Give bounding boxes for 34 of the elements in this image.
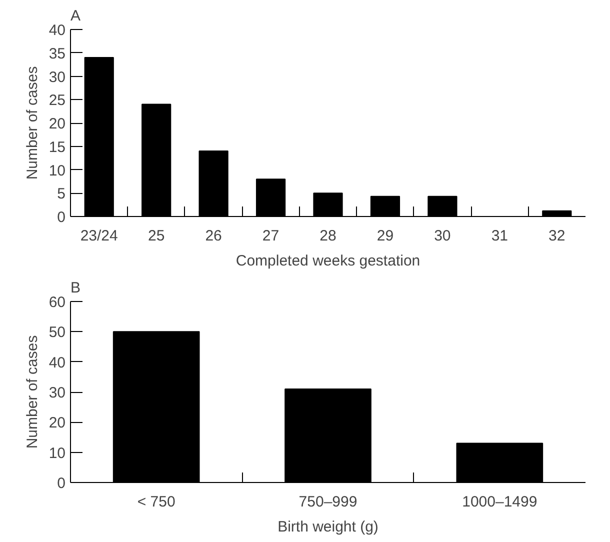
y-tick-label: 0 xyxy=(57,475,66,492)
y-axis-title: Number of cases xyxy=(24,66,41,180)
x-tick-label: 27 xyxy=(262,228,280,244)
y-tick-label: 20 xyxy=(48,116,66,132)
chart-title: B xyxy=(70,280,81,296)
y-tick-label: 0 xyxy=(57,209,66,226)
x-tick-label: 29 xyxy=(376,228,394,244)
x-tick-label: 28 xyxy=(320,228,336,244)
y-tick-label: 10 xyxy=(48,444,66,462)
chart-title: A xyxy=(70,8,81,24)
x-axis-title: Completed weeks gestation xyxy=(236,252,420,270)
x-tick-label: 31 xyxy=(491,228,508,244)
y-tick-label: 50 xyxy=(48,324,66,342)
x-tick-label: 30 xyxy=(434,228,451,244)
x-tick-label: < 750 xyxy=(137,494,176,510)
y-tick-label: 25 xyxy=(48,92,66,110)
y-axis-title: Number of cases xyxy=(24,335,41,449)
y-tick-label: 20 xyxy=(48,414,66,432)
x-tick-label: 32 xyxy=(548,228,566,244)
y-tick-label: 40 xyxy=(48,354,66,372)
y-tick-label: 40 xyxy=(48,22,66,39)
x-tick-label: 26 xyxy=(205,228,222,244)
x-axis-title: Birth weight (g) xyxy=(278,518,378,536)
y-tick-label: 10 xyxy=(48,162,66,180)
x-tick-label: 23/24 xyxy=(80,228,118,244)
x-tick-label: 750–999 xyxy=(298,494,358,510)
x-tick-label: 25 xyxy=(148,228,165,244)
y-tick-label: 30 xyxy=(48,68,66,86)
y-tick-label: 35 xyxy=(48,45,66,62)
y-tick-label: 60 xyxy=(48,294,66,311)
y-tick-label: 5 xyxy=(57,186,66,203)
y-tick-label: 15 xyxy=(48,138,66,156)
y-tick-label: 30 xyxy=(48,384,66,402)
x-tick-label: 1000–1499 xyxy=(462,494,538,510)
